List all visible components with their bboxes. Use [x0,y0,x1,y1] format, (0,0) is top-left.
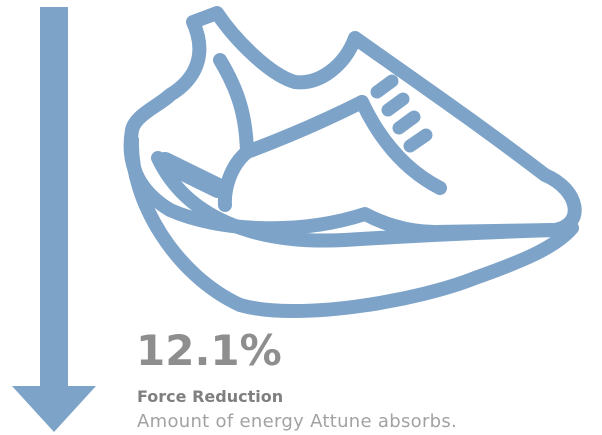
shoe-lace-1 [370,74,399,99]
down-arrow-icon [12,7,96,432]
arrow-shaft [40,7,68,392]
shoe-lace-2 [381,92,410,117]
shoe-lace-4 [403,128,433,153]
shoe-tongue-line [240,95,369,159]
shoe-lace-3 [392,110,421,135]
shoe-midsole-line [151,151,562,248]
arrow-head [12,386,96,432]
shoe-back-line [355,95,447,195]
shoe-heel-stripe [155,152,228,198]
shoe-sole [124,133,579,319]
stat-label: Force Reduction [137,387,284,406]
stat-description: Amount of energy Attune absorbs. [137,411,458,432]
running-shoe-icon [123,6,582,319]
stat-value: 12.1% [136,326,282,375]
